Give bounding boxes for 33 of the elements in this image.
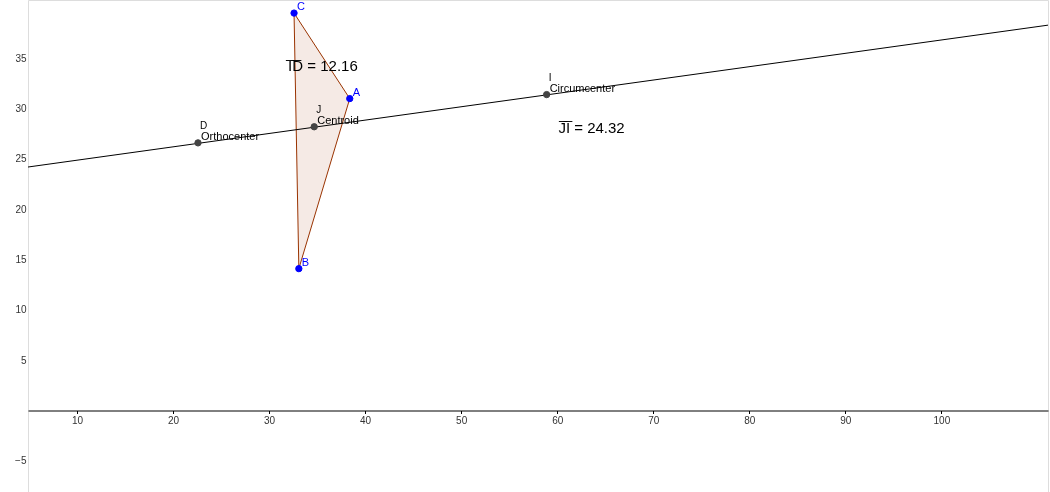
x-tick-label: 10 [71,415,84,426]
x-tick-label: 30 [264,415,276,426]
point [295,264,303,273]
y-tick-label: 30 [15,103,27,115]
y-tick-label: 35 [15,52,27,64]
point [542,90,551,99]
annotation: I [548,71,552,83]
data-label: B [301,255,310,268]
y-tick-label: 25 [15,153,27,165]
y-tick-label: 20 [15,203,27,215]
y-tick-label: −5 [15,455,27,467]
x-tick-label: 100 [933,415,951,426]
data-label: C [297,0,306,13]
x-tick-label: 80 [744,415,756,426]
x-tick-label: 50 [456,415,468,426]
x-tick-label: 60 [552,415,564,426]
y-tick-label: 15 [15,254,27,266]
annotation: J̅I̅ = 24.32 [558,118,625,136]
data-label: Centroid [317,113,359,126]
y-tick-label: 5 [20,354,27,366]
point [290,9,298,17]
x-tick-label: 20 [167,415,180,426]
data-label: A [352,85,361,98]
x-tick-label: 70 [648,415,660,426]
data-label: Orthocenter [201,129,260,142]
point [310,123,318,131]
annotation: D [200,119,208,131]
x-tick-label: 40 [360,415,372,426]
point [346,94,354,103]
annotation: J [316,103,322,115]
x-tick-label: 90 [840,415,852,426]
y-tick-label: 10 [15,304,27,316]
point [194,139,202,147]
